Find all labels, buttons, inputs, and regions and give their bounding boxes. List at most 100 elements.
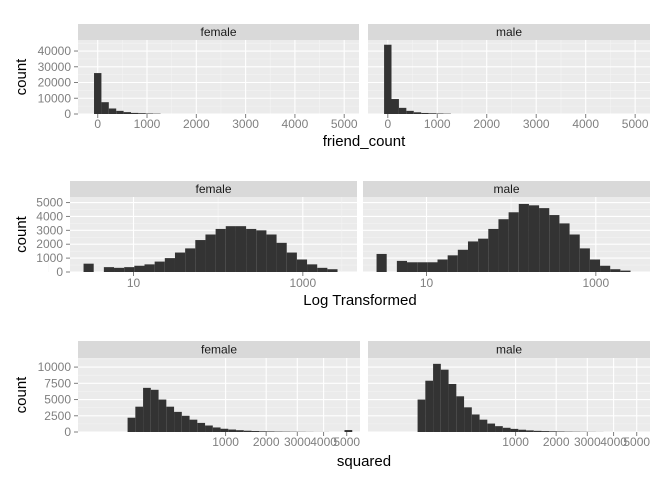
histogram-bar: [413, 112, 422, 114]
histogram-bar: [384, 44, 392, 114]
histogram-bar: [457, 249, 468, 272]
histogram-bar: [541, 431, 550, 432]
plot-panel: [368, 40, 650, 114]
y-tick-label: 2000: [36, 237, 63, 251]
histogram-bar: [417, 262, 428, 272]
histogram-bar: [127, 417, 136, 432]
histogram-bar: [327, 269, 338, 272]
histogram-bar: [123, 112, 131, 114]
plot-panel: [78, 40, 359, 114]
histogram-bar: [467, 241, 479, 272]
histogram-bar: [428, 113, 437, 114]
histogram-bar: [533, 430, 542, 432]
x-tick-label: 3000: [232, 117, 259, 131]
histogram-bar: [479, 419, 488, 432]
histogram-bar: [134, 265, 145, 272]
y-tick-label: 7500: [44, 376, 71, 390]
y-tick-label: 10000: [38, 91, 72, 105]
x-tick-label: 1000: [502, 435, 529, 449]
x-tick-label: 5000: [331, 117, 358, 131]
facet-strip-label: male: [496, 343, 522, 357]
y-axis-title: count: [13, 376, 30, 414]
histogram-bar: [510, 428, 519, 432]
y-axis-title: count: [13, 215, 30, 253]
y-tick-label: 5000: [36, 196, 63, 210]
facet-strip: [78, 341, 360, 358]
histogram-bar: [433, 363, 441, 432]
x-axis-title: friend_count: [323, 133, 406, 150]
histogram-bar: [456, 396, 465, 432]
histogram-bar: [181, 415, 190, 432]
histogram-bar: [620, 270, 631, 272]
y-tick-label: 40000: [38, 44, 72, 58]
x-tick-label: 1000: [289, 276, 316, 290]
histogram-bar: [376, 253, 387, 272]
y-tick-label: 20000: [38, 76, 72, 90]
histogram-bar: [447, 255, 458, 272]
facet-strip-label: male: [493, 182, 519, 196]
histogram-bar: [83, 263, 94, 272]
histogram-bar: [116, 110, 124, 114]
x-tick-label: 10: [127, 276, 141, 290]
facet-strip: [363, 181, 650, 197]
x-tick-label: 1000: [212, 435, 239, 449]
histogram-bar: [317, 267, 328, 272]
x-tick-label: 5000: [622, 117, 649, 131]
histogram-bar: [526, 430, 534, 432]
x-tick-label: 3000: [574, 435, 601, 449]
facet-strip-label: female: [200, 25, 236, 39]
x-tick-label: 3000: [523, 117, 550, 131]
x-tick-label: 0: [94, 117, 101, 131]
histogram-bar: [407, 262, 418, 272]
histogram-bar: [518, 429, 527, 432]
x-tick-label: 1000: [582, 276, 609, 290]
histogram-bar: [398, 107, 407, 114]
histogram-bar: [406, 110, 414, 114]
x-tick-label: 10: [420, 276, 434, 290]
histogram-bar: [267, 431, 275, 432]
facet-strip-label: male: [496, 25, 522, 39]
x-tick-label: 0: [384, 117, 391, 131]
histogram-bar: [212, 427, 221, 432]
histogram-bar: [185, 248, 196, 272]
histogram-bar: [197, 422, 206, 432]
histogram-bar: [559, 223, 570, 272]
x-tick-label: 4000: [310, 435, 337, 449]
y-tick-label: 1000: [36, 251, 63, 265]
histogram-bar: [215, 228, 226, 272]
histogram-bar: [103, 267, 115, 272]
histogram-bar: [296, 259, 308, 272]
x-tick-label: 2000: [543, 435, 570, 449]
histogram-bar: [286, 252, 297, 272]
x-tick-label: 4000: [600, 435, 627, 449]
facet-strip: [78, 24, 359, 40]
histogram-bar: [94, 73, 102, 114]
histogram-bar: [391, 99, 399, 114]
x-tick-label: 1000: [134, 117, 161, 131]
histogram-bar: [549, 431, 558, 432]
histogram-bar: [528, 205, 540, 272]
y-tick-label: 0: [56, 265, 63, 279]
histogram-bar: [344, 430, 353, 432]
histogram-bar: [498, 219, 509, 272]
histogram-bar: [549, 215, 560, 272]
histogram-bar: [135, 406, 144, 432]
x-tick-label: 5000: [623, 435, 650, 449]
y-tick-label: 0: [64, 425, 71, 439]
facet-strip: [368, 341, 650, 358]
x-tick-label: 5000: [333, 435, 360, 449]
histogram-bar: [437, 259, 448, 272]
histogram-bar: [143, 387, 151, 432]
histogram-bar: [243, 430, 252, 432]
histogram-bar: [471, 414, 480, 432]
histogram-bar: [600, 265, 611, 272]
y-tick-label: 2500: [44, 409, 71, 423]
histogram-bar: [518, 203, 529, 272]
histogram-bar: [478, 238, 489, 272]
histogram-bar: [539, 208, 550, 272]
histogram-bar: [114, 267, 125, 272]
x-tick-label: 2000: [253, 435, 280, 449]
histogram-bar: [236, 430, 244, 432]
histogram-bar: [251, 431, 260, 432]
